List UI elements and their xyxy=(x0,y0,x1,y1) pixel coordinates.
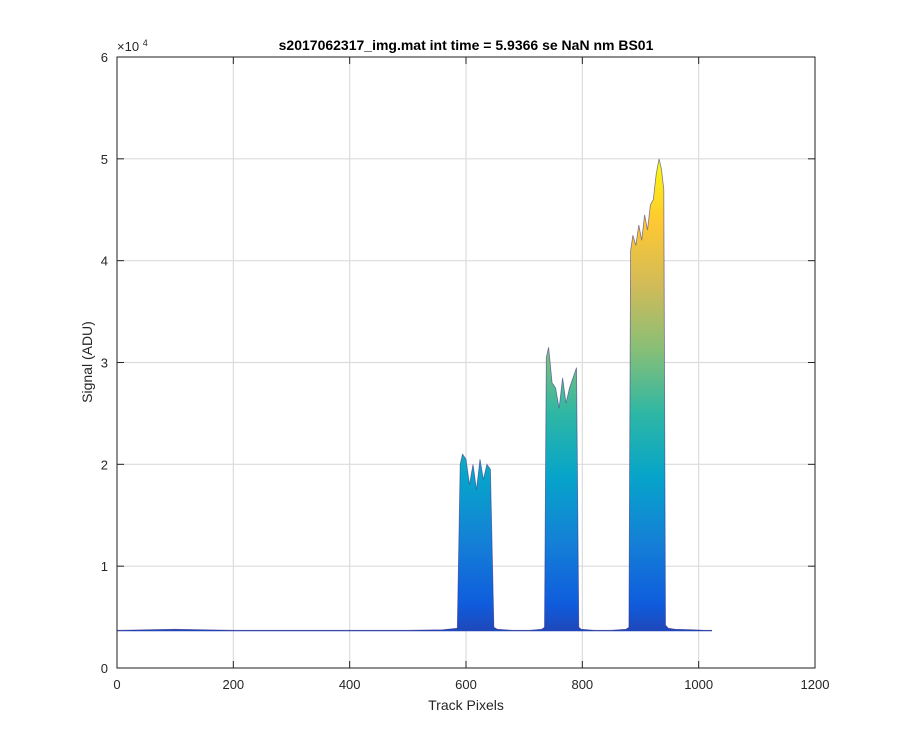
y-axis-exponent-base: ×10 xyxy=(117,39,139,54)
data-layer xyxy=(116,158,712,632)
x-tick-label: 800 xyxy=(571,677,593,692)
x-tick-label: 400 xyxy=(339,677,361,692)
y-axis-exponent: ×10 4 xyxy=(117,38,148,54)
chart-title: s2017062317_img.mat int time = 5.9366 se… xyxy=(279,37,654,53)
x-tick-label: 0 xyxy=(113,677,120,692)
y-tick-label: 5 xyxy=(101,152,108,167)
y-tick-label: 4 xyxy=(101,254,108,269)
x-tick-labels: 0 200 400 600 800 1000 1200 xyxy=(113,677,829,692)
y-tick-labels: 0 1 2 3 4 5 6 xyxy=(101,50,108,676)
y-tick-label: 0 xyxy=(101,661,108,676)
y-tick-label: 2 xyxy=(101,457,108,472)
y-axis-label: Signal (ADU) xyxy=(79,321,95,403)
x-tick-label: 600 xyxy=(455,677,477,692)
signal-area xyxy=(117,158,712,632)
x-tick-label: 200 xyxy=(222,677,244,692)
signal-line xyxy=(116,158,712,631)
y-axis-exponent-power: 4 xyxy=(143,38,148,48)
x-tick-label: 1000 xyxy=(684,677,713,692)
tick-marks xyxy=(116,56,816,669)
x-axis-label: Track Pixels xyxy=(428,697,504,713)
y-tick-label: 1 xyxy=(101,559,108,574)
y-tick-label: 6 xyxy=(101,50,108,65)
x-tick-label: 1200 xyxy=(801,677,830,692)
y-tick-label: 3 xyxy=(101,356,108,371)
